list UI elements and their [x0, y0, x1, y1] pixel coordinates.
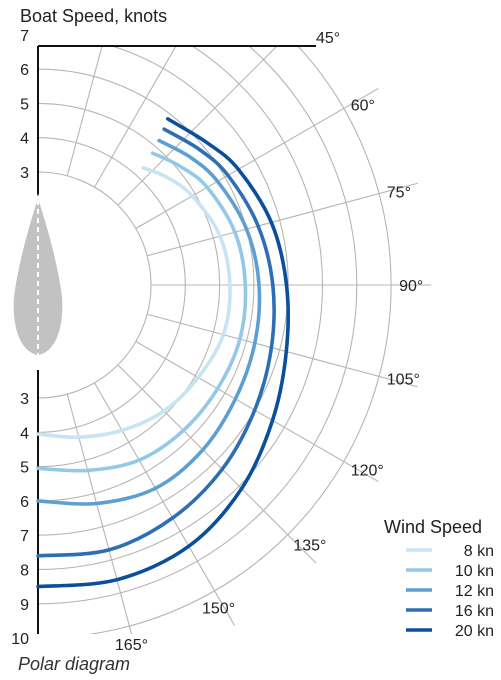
- grid-spoke-120: [135, 341, 379, 483]
- angle-label-150: 150°: [202, 601, 235, 618]
- angle-label-45: 45°: [316, 30, 340, 47]
- legend-label-8-kn: 8 kn: [464, 543, 494, 560]
- radial-tick-lower-5: 5: [20, 460, 29, 477]
- radial-tick-lower-9: 9: [20, 597, 29, 614]
- angle-label-75: 75°: [387, 185, 411, 202]
- radial-tick-upper-3: 3: [20, 165, 29, 182]
- series-line-16-kn: [36, 127, 276, 558]
- grid-spoke-165: [66, 394, 133, 634]
- radial-tick-lower-6: 6: [20, 494, 29, 511]
- legend-title: Wind Speed: [384, 517, 483, 537]
- angle-label-120: 120°: [351, 463, 384, 480]
- angle-label-165: 165°: [115, 637, 148, 654]
- angle-label-90: 90°: [399, 278, 423, 295]
- angle-label-60: 60°: [351, 97, 375, 114]
- legend-label-10-kn: 10 kn: [455, 563, 494, 580]
- radial-tick-upper-5: 5: [20, 96, 29, 113]
- legend-label-12-kn: 12 kn: [455, 583, 494, 600]
- series-line-10-kn: [36, 151, 248, 473]
- legend-label-16-kn: 16 kn: [455, 603, 494, 620]
- chart-caption: Polar diagram: [18, 654, 131, 674]
- grid-spoke-75: [147, 182, 418, 257]
- grid-spoke-105: [147, 313, 418, 388]
- radial-tick-upper-7: 7: [20, 28, 29, 45]
- radial-tick-lower-4: 4: [20, 425, 29, 442]
- grid-spoke-150: [94, 382, 236, 626]
- grid-spoke-60: [135, 87, 379, 229]
- grid-spoke-135: [117, 364, 317, 564]
- radial-tick-lower-10: 10: [11, 631, 29, 648]
- radial-tick-upper-4: 4: [20, 131, 29, 148]
- polar-grid: [38, 46, 432, 634]
- grid-spoke-15: [66, 46, 103, 176]
- radial-tick-lower-3: 3: [20, 391, 29, 408]
- series-line-20-kn: [36, 117, 291, 589]
- angle-label-135: 135°: [293, 537, 326, 554]
- radial-tick-upper-6: 6: [20, 62, 29, 79]
- radial-tick-lower-7: 7: [20, 528, 29, 545]
- radial-tick-lower-8: 8: [20, 563, 29, 580]
- series-line-8-kn: [36, 166, 232, 440]
- legend-label-20-kn: 20 kn: [455, 623, 494, 640]
- series-line-12-kn: [36, 138, 262, 506]
- grid-spoke-30: [94, 46, 177, 188]
- radial-axis-title: Boat Speed, knots: [20, 6, 168, 26]
- angle-label-105: 105°: [387, 371, 420, 388]
- grid-spoke-45: [117, 46, 278, 206]
